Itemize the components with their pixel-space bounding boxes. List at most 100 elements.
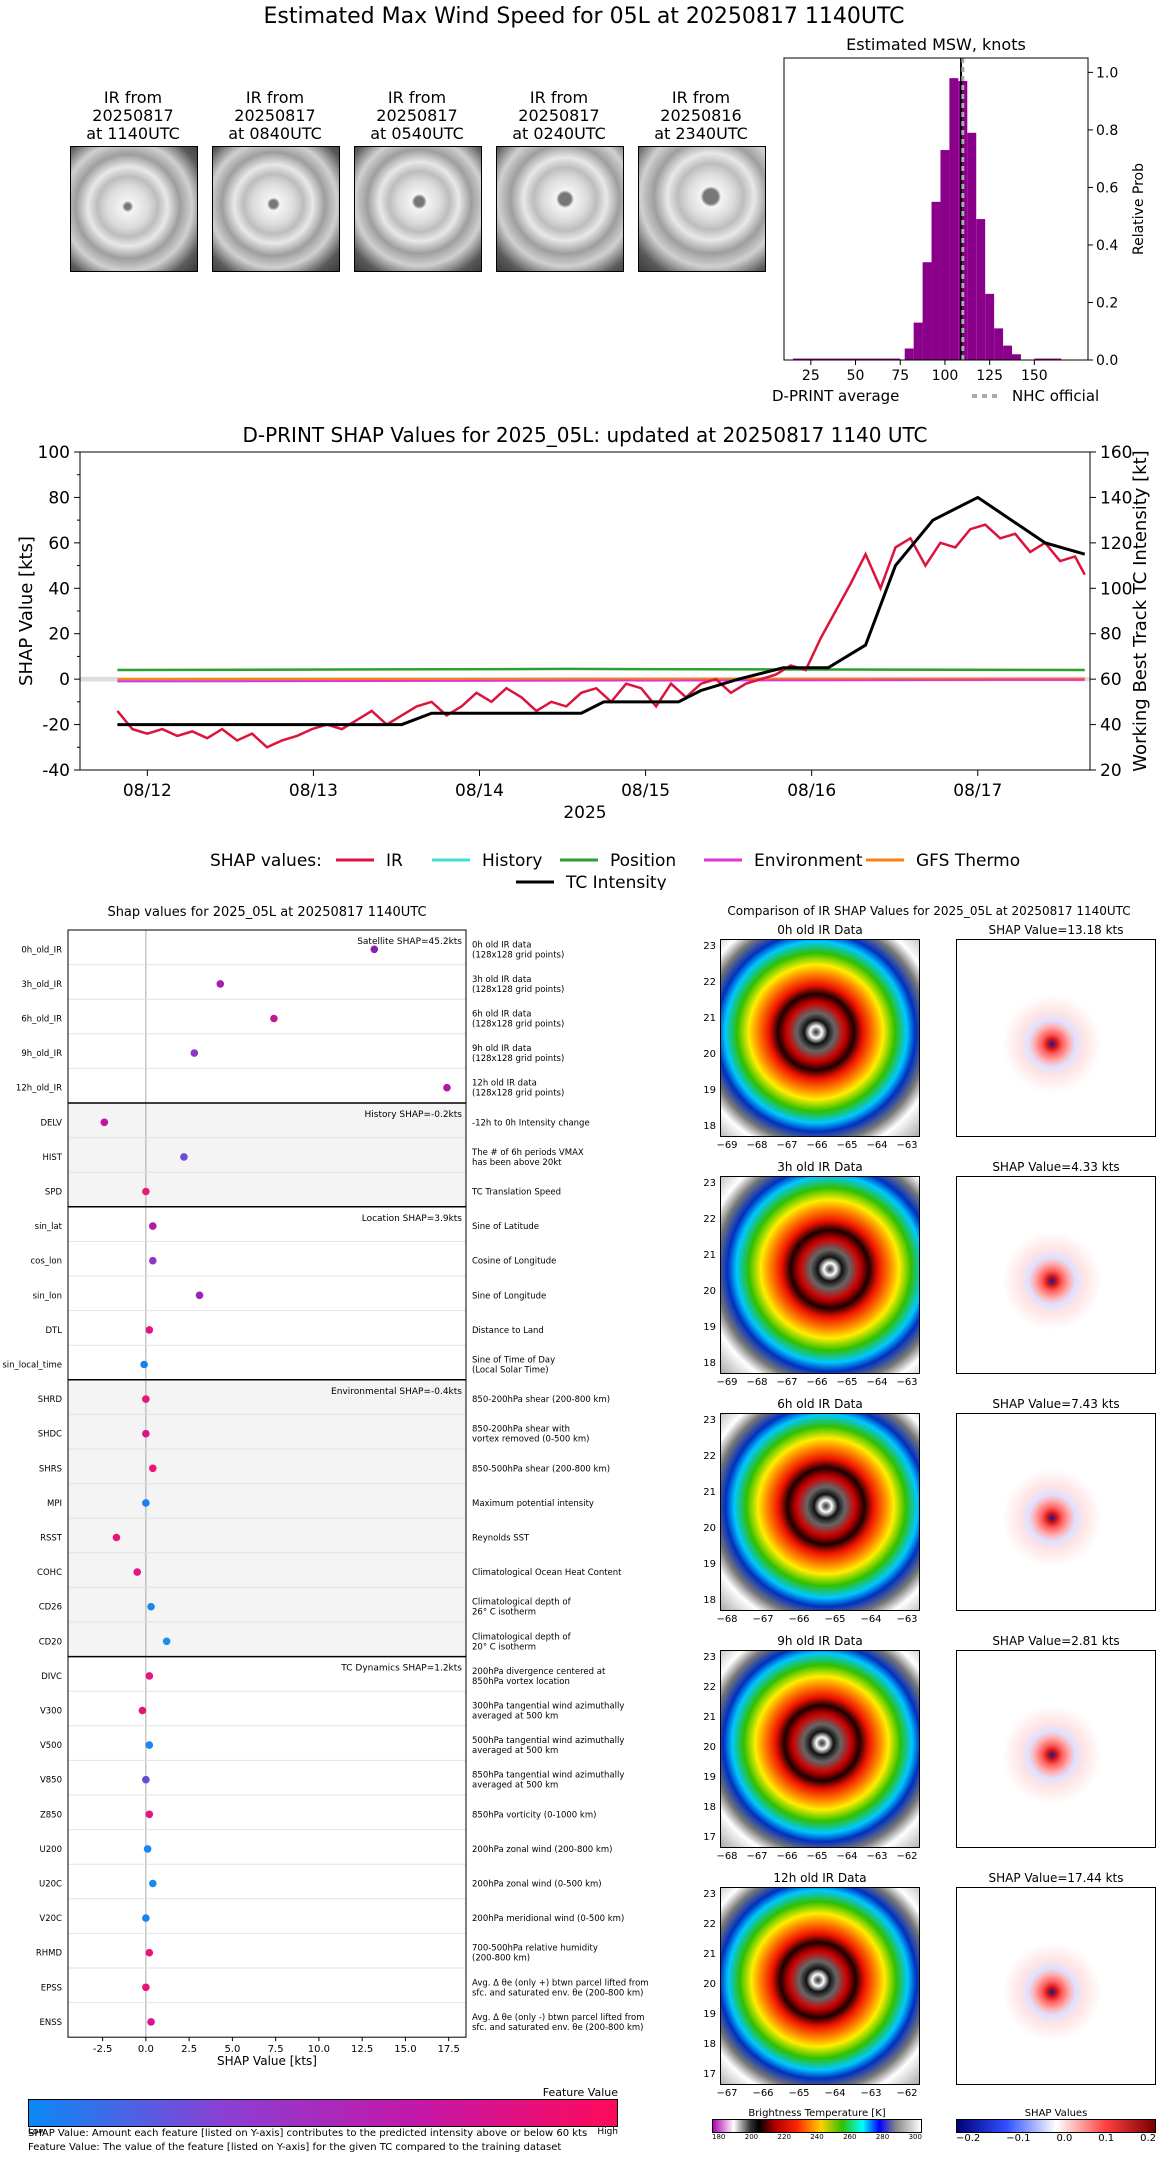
hist-x-tick: 50 (847, 368, 865, 384)
feat-point (142, 1914, 150, 1922)
hist-bar (949, 78, 959, 360)
shap-colorbar-title: SHAP Values (1024, 2108, 1088, 2119)
legend-nhc-label: NHC official (1012, 387, 1099, 405)
feat-point (142, 1429, 150, 1438)
ir-y-tick: 20 (703, 1979, 716, 1990)
feat-desc: (128x128 grid points) (472, 985, 564, 995)
feat-desc: Sine of Time of Day (472, 1356, 555, 1366)
feat-point (147, 1602, 155, 1611)
ir-color-image (720, 1176, 920, 1374)
ir-y-tick: 19 (703, 1772, 716, 1783)
ir-y-tick: 19 (703, 1085, 716, 1096)
ir-y-tick: 23 (703, 1178, 716, 1189)
hist-title: Estimated MSW, knots (846, 35, 1026, 54)
ts-y-tick: 60 (48, 534, 70, 554)
series-ir-line (116, 523, 1086, 749)
ts-legend-label: GFS Thermo (916, 851, 1020, 871)
feat-x-tick: 2.5 (181, 2044, 197, 2055)
feat-name: 0h_old_IR (21, 945, 62, 955)
feat-desc: 12h old IR data (472, 1079, 537, 1089)
ir-x-tick: −68 (716, 1851, 738, 1862)
ir-x-tick: −69 (716, 1140, 738, 1151)
feat-point (143, 1845, 152, 1853)
ir-y-tick: 21 (703, 1487, 716, 1498)
feat-desc: 200hPa zonal wind (0-500 km) (472, 1880, 602, 1890)
ir-x-tick: −64 (866, 1377, 888, 1388)
ir-x-tick: −68 (746, 1140, 768, 1151)
ir-y-tick: 18 (703, 1802, 716, 1813)
feat-name: 6h_old_IR (21, 1015, 62, 1025)
feat-point (142, 1499, 150, 1507)
ts-x-tick: 08/16 (787, 781, 836, 801)
feat-desc: 6h old IR data (472, 1010, 531, 1020)
feat-desc: (Local Solar Time) (472, 1366, 549, 1376)
feat-point (443, 1083, 451, 1092)
feat-point (142, 1983, 150, 1992)
ir-x-tick: −65 (836, 1140, 858, 1151)
feat-name: V300 (40, 1707, 62, 1717)
hist-bar (985, 293, 995, 360)
ts-y-tick: 40 (48, 579, 70, 599)
hist-bar (904, 348, 914, 360)
feat-x-tick: 10.0 (308, 2044, 330, 2055)
ir-color-image (720, 939, 920, 1137)
feat-desc: (128x128 grid points) (472, 1054, 564, 1064)
ts-legend-label: IR (386, 851, 403, 871)
ir-thumb-label: IR from 20250817 at 0840UTC (228, 88, 322, 143)
feat-desc: 200hPa divergence centered at (472, 1667, 606, 1677)
feat-desc: 850hPa vorticity (0-1000 km) (472, 1810, 596, 1820)
series-position-line (117, 667, 1085, 672)
hist-y-tick: 0.6 (1096, 180, 1118, 196)
ir-x-tick: −66 (806, 1140, 828, 1151)
ts-y2-tick: 40 (1100, 716, 1122, 736)
ir-y-tick: 18 (703, 1121, 716, 1132)
shap-heatmap-image (956, 1887, 1156, 2085)
feat-name: 9h_old_IR (21, 1049, 62, 1059)
ir-x-tick: −63 (896, 1614, 918, 1625)
feat-x-tick: -2.5 (93, 2044, 113, 2055)
ts-y-tick: -20 (42, 716, 70, 736)
feat-point (145, 1810, 154, 1819)
feat-desc: Avg. Δ θe (only +) btwn parcel lifted fr… (472, 1978, 649, 1988)
ir-x-tick: −65 (824, 1614, 846, 1625)
feat-point (142, 1187, 150, 1196)
ir-thumb-label: IR from 20250816 at 2340UTC (654, 88, 748, 143)
feat-name: Z850 (40, 1810, 62, 1820)
feat-x-tick: 15.0 (394, 2044, 416, 2055)
hist-y-tick: 0.0 (1096, 353, 1118, 369)
feat-name: COHC (37, 1568, 62, 1578)
feat-desc: 300hPa tangential wind azimuthally (472, 1702, 624, 1712)
ir-y-tick: 18 (703, 1595, 716, 1606)
feat-name: HIST (43, 1153, 63, 1163)
ir-x-tick: −68 (746, 1377, 768, 1388)
ir-y-tick: 23 (703, 1889, 716, 1900)
ts-y-tick: -40 (42, 761, 70, 781)
ir-x-tick: −64 (866, 1140, 888, 1151)
ir-y-tick: 23 (703, 941, 716, 952)
feat-desc: (200-800 km) (472, 1954, 530, 1964)
ir-panel-title: 6h old IR Data (777, 1397, 863, 1411)
feat-point (147, 2018, 155, 2026)
ts-y2-tick: 20 (1100, 761, 1122, 781)
hist-bar (913, 322, 923, 360)
ts-y-tick: 0 (59, 670, 70, 690)
hist-bar (994, 328, 1004, 360)
feat-desc: Avg. Δ θe (only -) btwn parcel lifted fr… (472, 2013, 645, 2023)
feat-desc: Climatological depth of (472, 1598, 572, 1608)
series-tc-intensity-line (117, 495, 1086, 727)
shap-colorbar-gradient (956, 2119, 1156, 2133)
feat-point (148, 1256, 157, 1265)
feat-name: DTL (46, 1326, 63, 1336)
ts-y2-tick: 60 (1100, 670, 1122, 690)
feat-name: CD20 (39, 1637, 62, 1647)
ir-x-tick: −64 (824, 2088, 846, 2099)
ir-y-tick: 22 (703, 1682, 716, 1693)
ir-thumb-label: IR from 20250817 at 0540UTC (370, 88, 464, 143)
feat-desc: Sine of Latitude (472, 1222, 539, 1232)
feature-value-title: Feature Value (542, 2086, 618, 2099)
ir-x-tick: −63 (860, 2088, 882, 2099)
feat-name: U200 (40, 1845, 62, 1855)
ir-y-tick: 19 (703, 1559, 716, 1570)
ts-x-tick: 08/15 (621, 781, 670, 801)
feat-name: SHRD (38, 1395, 63, 1405)
